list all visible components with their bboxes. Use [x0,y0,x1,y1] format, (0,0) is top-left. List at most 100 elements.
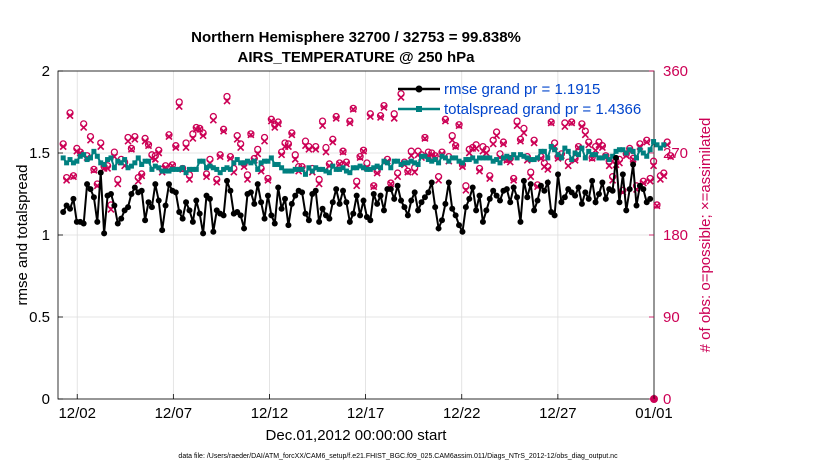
rmse-point [128,191,135,197]
spread-point [459,160,465,166]
rmse-point [479,218,486,225]
obs-assimilated-stroke [315,180,323,188]
spread-point [84,157,90,163]
spread-point [565,148,571,154]
rmse-point [360,197,367,204]
spread-point [87,155,93,161]
spread-point [575,152,581,158]
spread-point [582,155,588,161]
spread-point [70,160,76,166]
obs-assimilated-stroke [581,131,589,139]
rmse-point [442,200,449,207]
rmse-point [507,199,514,206]
legend: rmse grand pr = 1.1915 totalspread grand… [398,81,641,118]
spread-point [647,147,653,153]
spread-point [446,158,452,164]
x-tick-label: 01/01 [635,405,673,422]
obs-assimilated-marker [513,122,521,130]
obs-assimilated-marker [185,175,194,183]
spread-point [599,155,605,161]
rmse-point [503,186,510,193]
rmse-point [514,194,521,201]
rmse-point [275,184,282,191]
spread-point [593,152,599,158]
obs-assimilated-marker [411,168,419,176]
spread-point [500,155,506,161]
spread-point [316,166,322,172]
obs-assimilated-stroke [370,183,378,191]
rmse-point [445,179,452,186]
rmse-point [101,230,108,237]
rmse-point [391,195,398,202]
y-left-tick-label: 1.5 [29,145,50,162]
rmse-point [261,215,268,222]
obs-assimilated-stroke [346,119,354,127]
spread-point [248,160,254,166]
rmse-point [162,202,169,209]
legend-marker-spread [416,106,422,112]
obs-assimilated-stroke [479,147,487,155]
rmse-point [578,200,585,207]
obs-assimilated-stroke [141,137,149,145]
rmse-point [633,202,640,209]
spread-point [596,155,602,161]
rmse-point [288,200,295,207]
spread-point [555,152,561,158]
rmse-point [90,194,97,201]
spread-point [408,158,414,164]
spread-point [391,158,397,164]
obs-possible-marker [387,179,395,187]
obs-assimilated-stroke [510,176,518,184]
obs-possible-marker [510,174,518,183]
obs-assimilated-marker [660,172,668,180]
obs-possible-marker [448,132,456,140]
spread-point [623,150,629,156]
obs-assimilated-marker [397,93,405,101]
rmse-point [206,195,213,202]
rmse-point [87,186,94,193]
obs-possible-marker [547,118,555,126]
rmse-point [138,187,145,194]
rmse-point [432,204,439,211]
spread-point [463,157,469,163]
obs-assimilated-stroke [80,123,88,132]
rmse-point [258,199,265,206]
rmse-point [97,169,104,176]
rmse-point [94,218,101,225]
obs-assimilated-marker [435,176,443,184]
rmse-point [647,195,654,202]
obs-assimilated-marker [322,148,330,156]
spread-point [180,165,186,171]
rmse-point [398,197,405,204]
obs-assimilated-stroke [69,173,77,181]
rmse-point [456,222,463,229]
obs-possible-marker [520,124,528,133]
obs-assimilated-marker [114,180,122,188]
obs-assimilated-marker [86,136,95,144]
spread-point [398,161,404,167]
rmse-point [483,207,490,214]
rmse-point [220,212,227,219]
spread-point [517,152,523,158]
obs-assimilated-marker [254,150,262,158]
spread-point [634,155,640,161]
rmse-point [152,181,159,188]
spread-point [159,168,165,174]
obs-assimilated-marker [376,113,385,122]
obs-assimilated-stroke [86,136,95,144]
rmse-point [411,189,418,196]
obs-possible-marker [175,98,183,106]
obs-assimilated-stroke [196,125,204,133]
rmse-point [561,194,568,201]
rmse-point [524,194,531,201]
legend-label-rmse: rmse grand pr = 1.1915 [444,81,600,98]
obs-assimilated-marker [585,141,593,149]
spread-point [238,160,244,166]
rmse-point [271,220,278,227]
obs-assimilated-marker [267,117,275,125]
obs-assimilated-stroke [568,119,576,127]
obs-assimilated-marker [366,112,374,121]
obs-assimilated-stroke [475,167,484,175]
spread-point [210,165,216,171]
rmse-point [254,181,261,188]
